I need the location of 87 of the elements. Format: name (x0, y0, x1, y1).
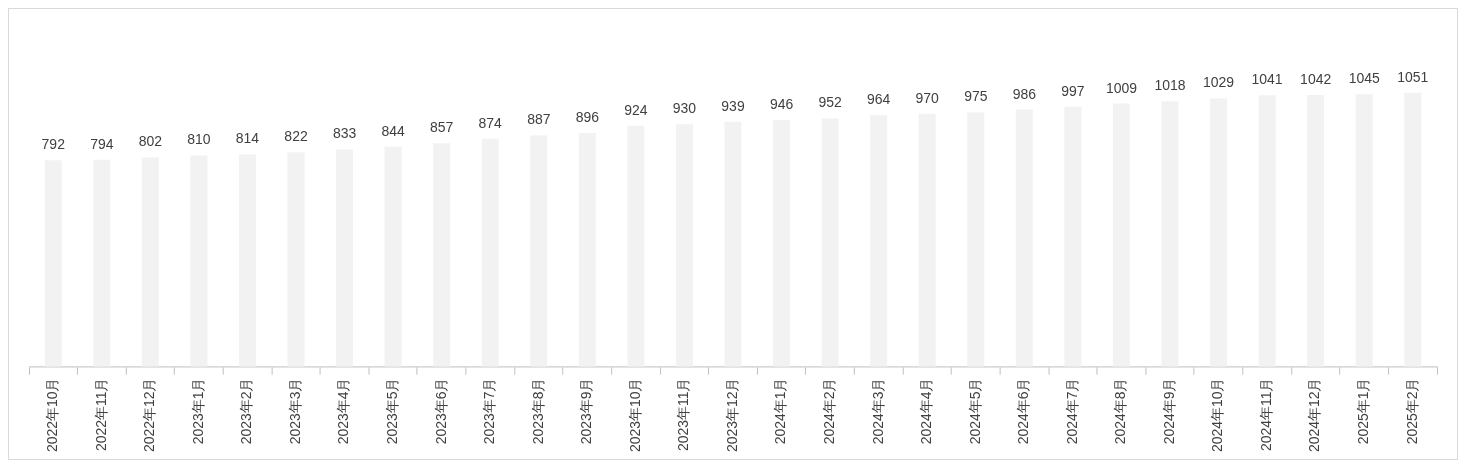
data-label: 964 (867, 91, 891, 108)
bar (675, 124, 693, 367)
x-tick-label: 2023年8月 (529, 377, 546, 445)
data-label: 1041 (1251, 71, 1283, 88)
x-tick-label: 2023年12月 (723, 377, 740, 453)
bar (1404, 92, 1422, 367)
bar (141, 157, 159, 367)
data-label: 1051 (1397, 68, 1429, 85)
data-label: 794 (90, 135, 114, 152)
x-tick-label: 2023年10月 (626, 377, 643, 453)
bar (433, 143, 451, 367)
x-tick-label: 2023年7月 (481, 377, 498, 445)
x-tick-label: 2025年2月 (1403, 377, 1420, 445)
bar (336, 149, 354, 367)
x-tick-label: 2024年5月 (966, 377, 983, 445)
data-label: 833 (332, 125, 357, 142)
data-label: 896 (575, 109, 600, 125)
bar (287, 152, 305, 367)
x-tick-label: 2024年3月 (869, 377, 886, 445)
data-label: 810 (187, 131, 211, 148)
data-label: 857 (430, 119, 454, 136)
bar (190, 155, 208, 367)
bar (773, 120, 791, 367)
x-tick-label: 2024年6月 (1015, 377, 1032, 445)
x-tick-label: 2023年3月 (286, 377, 303, 445)
bar (724, 121, 742, 367)
x-tick-label: 2023年11月 (675, 377, 692, 452)
data-label: 986 (1012, 85, 1037, 102)
bar (44, 160, 62, 367)
x-tick-label: 2022年11月 (92, 377, 109, 452)
data-label: 975 (964, 88, 988, 105)
data-label: 997 (1061, 82, 1085, 99)
bar (1064, 106, 1082, 367)
x-tick-label: 2023年2月 (238, 377, 255, 445)
bar (384, 146, 402, 367)
bar (1307, 95, 1325, 367)
bar (1355, 94, 1373, 367)
bar (238, 154, 256, 367)
x-tick-label: 2023年1月 (189, 377, 206, 445)
data-label: 844 (381, 122, 406, 139)
data-label: 1045 (1348, 70, 1380, 87)
data-label: 970 (915, 89, 940, 106)
x-tick-label: 2024年2月 (820, 377, 837, 445)
x-tick-label: 2025年1月 (1355, 377, 1372, 445)
x-tick-label: 2024年1月 (772, 377, 789, 445)
x-tick-label: 2022年12月 (141, 377, 158, 453)
x-tick-label: 2023年5月 (383, 377, 400, 445)
bar (918, 113, 936, 367)
bar (1112, 103, 1130, 367)
data-label: 887 (527, 111, 551, 128)
x-tick-label: 2024年10月 (1209, 377, 1226, 453)
data-label: 1029 (1203, 74, 1235, 91)
bar (821, 118, 839, 367)
bar (481, 138, 499, 367)
x-tick-label: 2024年4月 (918, 377, 935, 445)
bar (1210, 98, 1228, 367)
data-label: 814 (235, 130, 260, 147)
x-tick-label: 2023年4月 (335, 377, 352, 445)
data-label: 802 (138, 133, 163, 150)
x-tick-label: 2024年12月 (1306, 377, 1323, 453)
bar (1015, 109, 1033, 367)
bar (627, 125, 645, 367)
data-label: 930 (672, 100, 697, 117)
data-label: 952 (818, 94, 842, 111)
data-label: 874 (478, 114, 503, 131)
bar (1258, 95, 1276, 367)
data-label: 1042 (1300, 70, 1332, 87)
x-tick-label: 2024年9月 (1160, 377, 1177, 445)
x-tick-label: 2022年10月 (44, 377, 61, 453)
bar (870, 115, 888, 367)
data-label: 1018 (1154, 77, 1186, 94)
data-label: 792 (41, 136, 66, 153)
x-tick-label: 2024年8月 (1112, 377, 1129, 445)
bar (578, 133, 596, 367)
data-label: 946 (769, 95, 794, 112)
x-tick-label: 2024年11月 (1257, 377, 1274, 452)
x-tick-label: 2023年9月 (578, 377, 595, 445)
x-tick-label: 2024年7月 (1063, 377, 1080, 445)
bar (530, 135, 548, 367)
x-tick-label: 2023年6月 (432, 377, 449, 445)
data-label: 822 (284, 128, 308, 145)
data-label: 1009 (1105, 79, 1138, 96)
data-label: 939 (721, 97, 745, 114)
bar (93, 159, 111, 367)
data-label: 924 (624, 101, 648, 118)
bar (967, 112, 985, 367)
bar (1161, 101, 1179, 367)
